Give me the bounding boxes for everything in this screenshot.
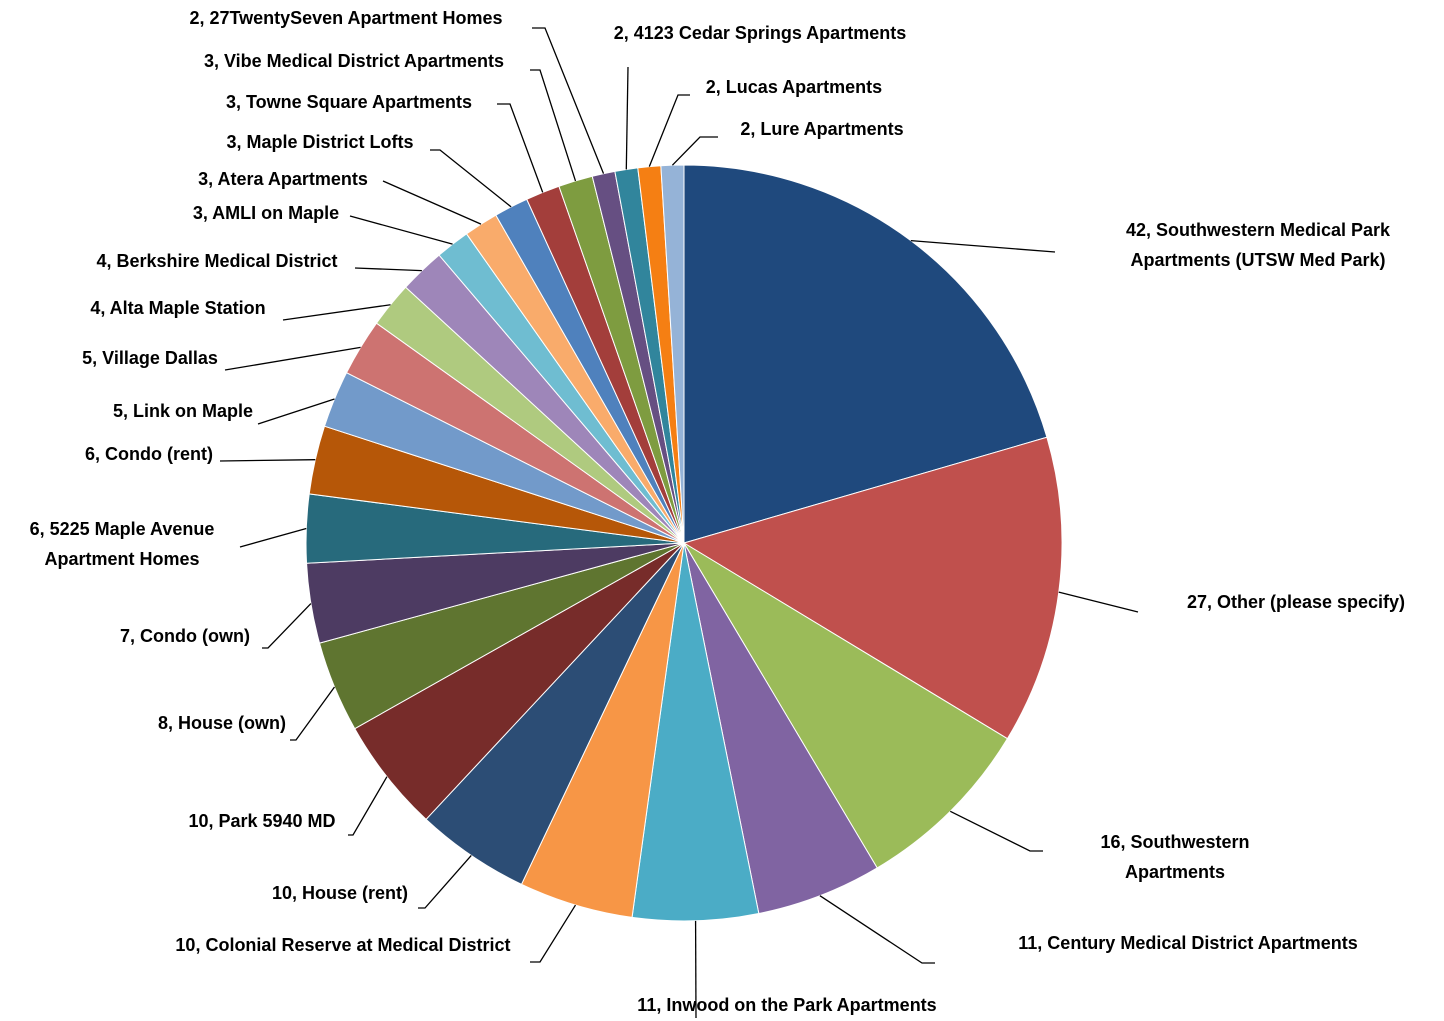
leader-line (239, 527, 307, 548)
data-label: 3, Vibe Medical District Apartments (204, 51, 504, 71)
leader-line (497, 103, 544, 193)
data-label: 5, Link on Maple (113, 401, 253, 421)
data-label: 2, 4123 Cedar Springs Apartments (614, 23, 906, 43)
data-label: 27, Other (please specify) (1187, 592, 1405, 612)
data-label: 7, Condo (own) (120, 626, 250, 646)
leader-line (224, 346, 361, 371)
data-label: 3, Atera Apartments (198, 169, 368, 189)
leader-line (282, 304, 391, 321)
data-label: 2, Lucas Apartments (706, 77, 882, 97)
pie-slice (683, 164, 1048, 544)
leader-line (819, 895, 935, 964)
leader-line (257, 398, 335, 425)
leader-line (530, 69, 577, 182)
data-label: 6, Condo (rent) (85, 444, 213, 464)
data-label: 10, Park 5940 MD (188, 811, 335, 831)
data-label: 5, Village Dallas (82, 348, 218, 368)
data-label: 6, 5225 Maple Avenue Apartment Homes (30, 519, 215, 569)
data-label: 10, Colonial Reserve at Medical District (175, 935, 510, 955)
data-label: 2, Lure Apartments (740, 119, 903, 139)
data-label: 42, Southwestern Medical Park Apartments … (1126, 220, 1391, 270)
leader-line (671, 136, 718, 166)
data-label: 11, Century Medical District Apartments (1018, 933, 1357, 953)
data-label: 4, Berkshire Medical District (96, 251, 337, 271)
data-label: 11, Inwood on the Park Apartments (637, 995, 936, 1015)
leader-line (348, 776, 388, 836)
leader-line (354, 267, 422, 272)
leader-line (349, 215, 453, 245)
data-label: 2, 27TwentySeven Apartment Homes (189, 8, 502, 28)
leader-line (262, 603, 312, 649)
data-label: 3, Towne Square Apartments (226, 92, 472, 112)
leader-line (625, 66, 629, 170)
data-label: 3, Maple District Lofts (226, 132, 413, 152)
data-label: 8, House (own) (158, 713, 286, 733)
data-label: 3, AMLI on Maple (193, 203, 339, 223)
data-label: 10, House (rent) (272, 883, 408, 903)
leader-line (530, 904, 577, 963)
pie-slice (660, 164, 685, 544)
leader-line (418, 855, 472, 909)
leader-line (532, 27, 605, 174)
leader-line (648, 94, 690, 167)
leader-line (949, 810, 1043, 852)
leader-line (219, 459, 316, 462)
leader-line (910, 239, 1056, 253)
leader-line (382, 180, 482, 225)
leader-line (1058, 591, 1139, 613)
leader-line (290, 686, 336, 741)
data-label: 16, Southwestern Apartments (1100, 832, 1249, 882)
leader-line (430, 149, 512, 208)
data-label: 4, Alta Maple Station (90, 298, 265, 318)
